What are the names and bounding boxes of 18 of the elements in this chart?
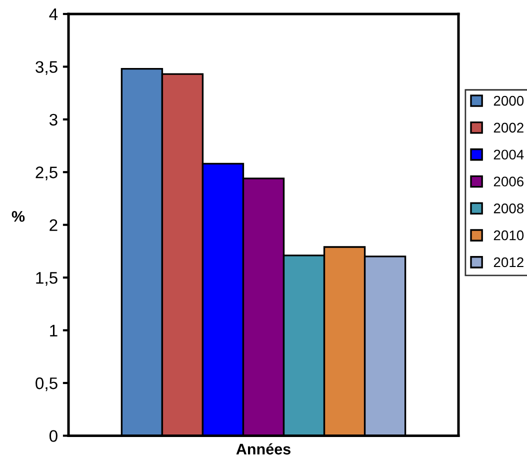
y-tick-label: 1,5 [36, 272, 58, 286]
legend-label: 2000 [494, 96, 524, 106]
legend-label: 2010 [494, 230, 524, 240]
legend-label: 2006 [494, 176, 524, 186]
y-tick-label: 2,5 [36, 166, 58, 180]
y-tick-label: 2 [50, 219, 58, 231]
legend-label: 2012 [494, 257, 524, 268]
y-tick-label: 0,5 [36, 377, 58, 392]
y-tick-label: 4 [49, 8, 58, 20]
y-tick-label: 3 [49, 114, 58, 126]
y-axis-title: % [12, 211, 25, 222]
y-tick-label: 3,5 [36, 61, 58, 75]
x-axis-title: Années [236, 443, 290, 455]
legend-label: 2004 [494, 150, 524, 160]
legend-label: 2008 [494, 204, 524, 214]
y-tick-label: 1 [50, 324, 58, 336]
y-tick-label: 0 [49, 430, 58, 442]
legend-label: 2002 [494, 122, 524, 133]
